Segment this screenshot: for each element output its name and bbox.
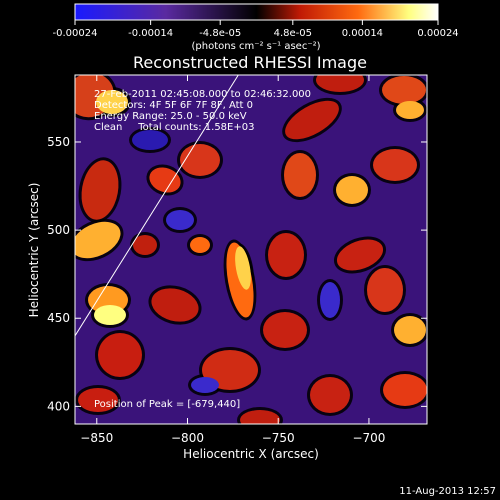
x-tick-label: −750 <box>262 431 295 445</box>
x-tick-label: −850 <box>80 431 113 445</box>
chart-title: Reconstructed RHESSI Image <box>133 53 367 72</box>
colorbar-tick-label: -0.00014 <box>128 28 173 39</box>
solar-limb-line <box>75 75 239 337</box>
plot-frame <box>74 74 428 425</box>
colorbar-tick-label: 0.00024 <box>417 28 458 39</box>
colorbar-ticks: -0.00024 -0.00014 -4.8e-05 4.8e-05 0.00014 0.… <box>53 20 459 39</box>
y-tick-label: 400 <box>47 399 70 413</box>
render-date: 11-Aug-2013 12:57 <box>399 486 496 497</box>
info-line-energy: Energy Range: 25.0 - 50.0 keV <box>94 111 247 122</box>
info-line-detectors: Detectors: 4F 5F 6F 7F 8F, Att 0 <box>94 100 253 111</box>
axis-ticks: −850 −800 −750 −700 400 450 500 550 <box>47 75 427 445</box>
x-tick-label: −800 <box>171 431 204 445</box>
colorbar-unit-label: (photons cm⁻² s⁻¹ asec⁻²) <box>191 41 320 52</box>
y-tick-label: 450 <box>47 311 70 325</box>
info-line-time: 27-Feb-2011 02:45:08.000 to 02:46:32.000 <box>94 89 311 100</box>
colorbar <box>74 3 439 21</box>
colorbar-tick-label: 4.8e-05 <box>274 28 312 39</box>
x-tick-label: −700 <box>352 431 385 445</box>
y-axis-label: Heliocentric Y (arcsec) <box>27 183 41 318</box>
colorbar-tick-label: 0.00014 <box>342 28 383 39</box>
info-line-counts: Clean Total counts: 1.58E+03 <box>94 122 254 133</box>
y-tick-label: 550 <box>47 135 70 149</box>
y-tick-label: 500 <box>47 223 70 237</box>
colorbar-tick-label: -0.00024 <box>53 28 98 39</box>
x-axis-label: Heliocentric X (arcsec) <box>183 447 319 461</box>
colorbar-tick-label: -4.8e-05 <box>199 28 241 39</box>
peak-position-label: Position of Peak = [-679,440] <box>94 399 240 410</box>
rhessi-image <box>75 75 427 424</box>
